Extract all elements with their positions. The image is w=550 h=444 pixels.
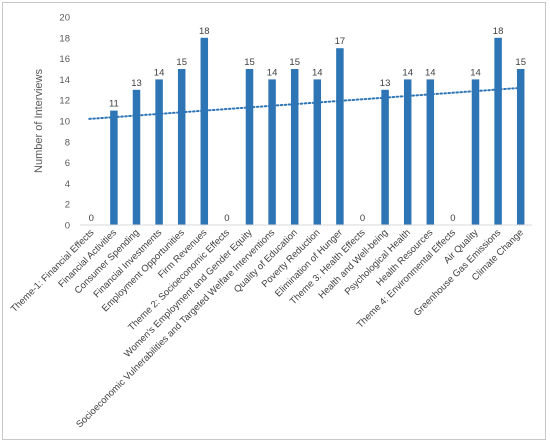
data-label: 14: [402, 67, 413, 78]
data-label: 15: [515, 57, 526, 68]
data-label: 14: [267, 67, 278, 78]
y-tick-label: 6: [65, 158, 70, 169]
bar: [336, 48, 344, 226]
trendline-path: [88, 86, 524, 120]
bar: [494, 37, 502, 225]
x-tick-label: Theme-1: Financial Effects: [9, 227, 97, 315]
bar: [426, 79, 435, 226]
data-label: 18: [493, 26, 504, 37]
bar: [268, 79, 276, 226]
y-tick-label: 4: [65, 179, 70, 190]
bar: [177, 69, 186, 225]
data-label: 14: [312, 67, 323, 78]
data-label: 0: [89, 213, 94, 224]
bar: [200, 37, 209, 225]
data-label: 11: [109, 99, 119, 110]
bar: [471, 79, 480, 226]
data-label: 14: [425, 67, 436, 78]
y-tick-label: 0: [65, 221, 70, 232]
bar: [381, 89, 389, 225]
data-label: 15: [176, 57, 187, 68]
y-tick-label: 14: [59, 75, 70, 86]
bar: [290, 69, 299, 225]
bars: [110, 37, 525, 226]
y-tick-label: 2: [65, 200, 70, 211]
data-label: 0: [360, 213, 365, 224]
trendline: [88, 86, 524, 120]
y-tick-label: 18: [59, 33, 70, 44]
data-label: 13: [131, 78, 142, 89]
data-label: 13: [380, 78, 391, 89]
data-label: 18: [199, 26, 210, 37]
y-tick-label: 16: [59, 54, 70, 65]
y-axis: 0 2 4 6 8 10 12 14 16 18 20: [59, 13, 70, 232]
bar: [155, 79, 163, 226]
value-labels: 0 11 13 14 15 18 0 15 14 15 14 17 0 13 14 14 0 14 18 15: [89, 26, 526, 224]
y-axis-title: Number of Interviews: [33, 69, 45, 173]
data-label: 0: [450, 213, 455, 224]
bar: [110, 110, 118, 225]
y-tick-label: 10: [59, 117, 70, 128]
data-label: 15: [244, 57, 255, 68]
bar: [245, 69, 254, 225]
data-label: 15: [289, 57, 300, 68]
y-tick-label: 20: [59, 13, 70, 24]
data-label: 0: [224, 213, 229, 224]
bar: [403, 79, 412, 226]
bar: [132, 89, 141, 225]
data-label: 14: [154, 67, 165, 78]
y-tick-label: 8: [65, 137, 70, 148]
data-label: 17: [335, 36, 346, 47]
y-tick-label: 12: [59, 96, 70, 107]
bar: [516, 69, 525, 225]
data-label: 14: [470, 67, 481, 78]
bar: [313, 79, 322, 226]
